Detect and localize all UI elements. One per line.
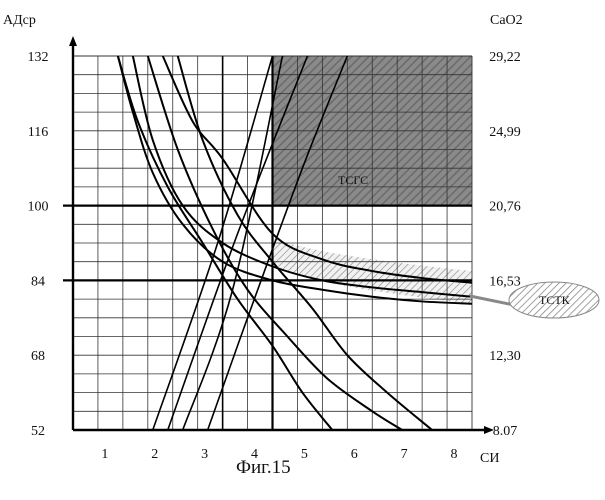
series-line-7 [152, 55, 274, 431]
x-tick-label: 4 [251, 447, 258, 462]
y-right-tick-label: 16,53 [489, 274, 521, 289]
series-curves [116, 55, 473, 431]
y-left-tick-label: 68 [31, 349, 45, 364]
series-line-1 [131, 55, 473, 298]
y-right-tick-label: 20,76 [489, 200, 521, 215]
y-left-tick-label: 52 [31, 424, 45, 439]
x-tick-label: 6 [351, 447, 358, 462]
x-tick-label: 3 [201, 447, 208, 462]
y-axis-arrow-icon [69, 36, 77, 46]
series-line-5 [116, 55, 334, 431]
x-tick-label: 7 [401, 447, 408, 462]
figure-caption: Фиг.15 [236, 457, 291, 478]
x-tick-label: 2 [151, 447, 158, 462]
series-line-10 [167, 55, 309, 431]
y-right-tick-label: 29,22 [489, 50, 521, 65]
y-axis-left-title: АДср [3, 13, 36, 28]
x-axis-title: СИ [480, 451, 499, 466]
y-left-tick-label: 84 [31, 274, 45, 289]
tstk-callout-oval [508, 281, 600, 319]
series-line-3 [176, 55, 433, 431]
region-label-tsgs: ТСГС [338, 173, 368, 187]
y-right-tick-label: 12,30 [489, 349, 521, 364]
series-line-8 [181, 55, 284, 431]
y-right-tick-label: 24,99 [489, 125, 521, 140]
tstk-leader-line [469, 294, 515, 307]
y-axis-right-title: CaO2 [490, 13, 523, 28]
x-tick-label: 5 [301, 447, 308, 462]
y-left-tick-label: 132 [28, 50, 49, 65]
tick-labels: 1 2 3 4 5 6 7 8 52 68 84 100 116 132 8.07 12,30 16,53 20,… [28, 50, 521, 462]
x-tick-label: 1 [101, 447, 108, 462]
series-line-9 [206, 55, 349, 431]
series-line-2 [161, 55, 473, 284]
y-left-tick-label: 100 [28, 200, 49, 215]
y-right-tick-label: 8.07 [493, 424, 518, 439]
region-label-tstk: ТСТК [539, 293, 571, 307]
axes [69, 36, 494, 434]
x-axis-arrow-icon [484, 426, 494, 434]
y-left-tick-label: 116 [28, 125, 48, 140]
series-line-6 [116, 55, 473, 305]
x-tick-label: 8 [451, 447, 458, 462]
